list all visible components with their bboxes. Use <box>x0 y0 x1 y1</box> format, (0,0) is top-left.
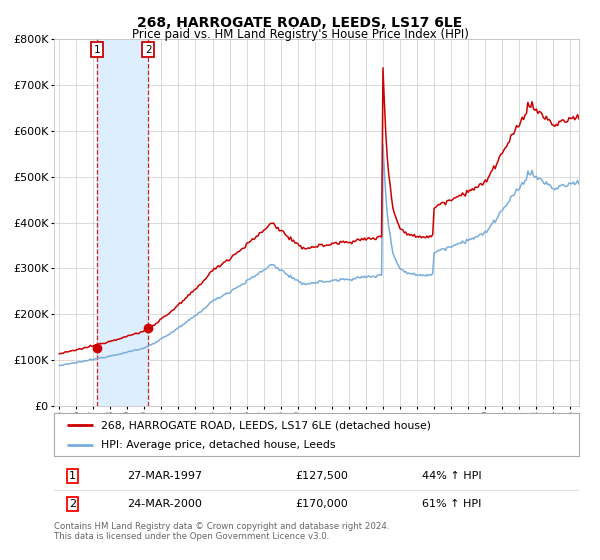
Text: 24-MAR-2000: 24-MAR-2000 <box>128 499 202 509</box>
Text: 2: 2 <box>145 45 151 55</box>
Text: 44% ↑ HPI: 44% ↑ HPI <box>421 471 481 481</box>
Text: 1: 1 <box>94 45 100 55</box>
Text: £170,000: £170,000 <box>296 499 348 509</box>
Text: 27-MAR-1997: 27-MAR-1997 <box>128 471 203 481</box>
Text: Price paid vs. HM Land Registry's House Price Index (HPI): Price paid vs. HM Land Registry's House … <box>131 28 469 41</box>
Text: HPI: Average price, detached house, Leeds: HPI: Average price, detached house, Leed… <box>101 440 336 450</box>
Bar <box>97 39 148 406</box>
Text: 1: 1 <box>69 471 76 481</box>
Text: 268, HARROGATE ROAD, LEEDS, LS17 6LE: 268, HARROGATE ROAD, LEEDS, LS17 6LE <box>137 16 463 30</box>
Text: Contains HM Land Registry data © Crown copyright and database right 2024.
This d: Contains HM Land Registry data © Crown c… <box>54 522 389 542</box>
Text: 61% ↑ HPI: 61% ↑ HPI <box>421 499 481 509</box>
Text: 2: 2 <box>69 499 76 509</box>
Text: £127,500: £127,500 <box>296 471 349 481</box>
Text: 268, HARROGATE ROAD, LEEDS, LS17 6LE (detached house): 268, HARROGATE ROAD, LEEDS, LS17 6LE (de… <box>101 421 431 430</box>
